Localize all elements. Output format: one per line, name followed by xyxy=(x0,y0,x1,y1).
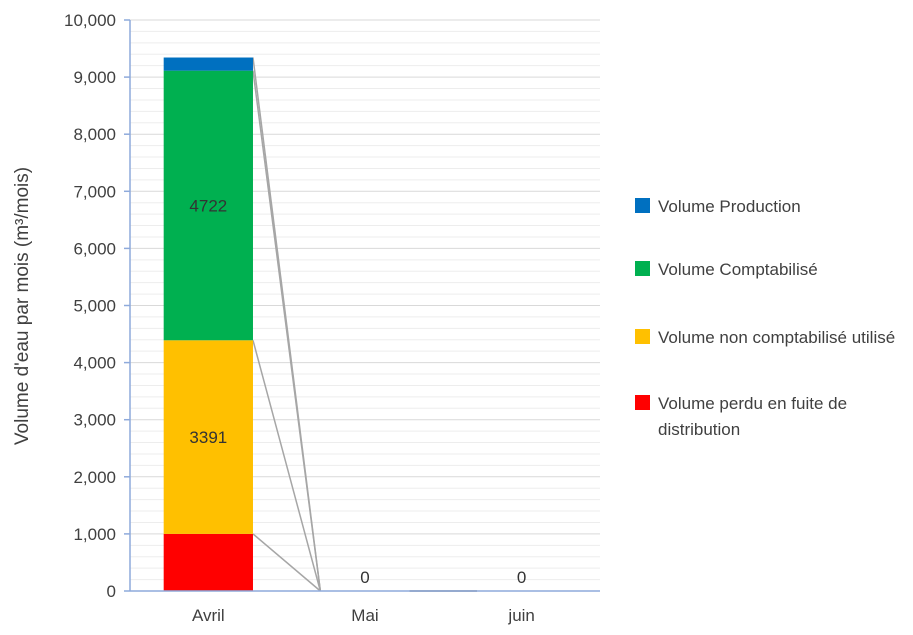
legend-swatch xyxy=(635,198,650,213)
y-tick-label: 5,000 xyxy=(73,297,116,316)
y-tick-label: 6,000 xyxy=(73,239,116,258)
data-label: 3391 xyxy=(189,428,227,447)
data-labels: 3391 4722 0 0 xyxy=(189,196,526,587)
legend-label: Volume perdu en fuite de distribution xyxy=(658,394,847,439)
data-label: 0 xyxy=(360,568,369,587)
y-tick-label: 8,000 xyxy=(73,125,116,144)
x-tick-labels: Avril Mai juin xyxy=(192,606,535,625)
x-tick-label: Avril xyxy=(192,606,225,625)
legend-swatch xyxy=(635,329,650,344)
bar-segment-volume-comptabilis- xyxy=(163,70,253,341)
bars xyxy=(163,57,253,591)
y-tick-label: 0 xyxy=(107,582,116,601)
y-axis-label: Volume d'eau par mois (m³/mois) xyxy=(12,167,33,445)
legend: Volume Production Volume Comptabilisé Volu… xyxy=(635,197,895,439)
series-line xyxy=(252,340,322,592)
series-line xyxy=(252,533,321,592)
y-tick-label: 9,000 xyxy=(73,68,116,87)
y-tick-label: 2,000 xyxy=(73,468,116,487)
y-tick-label: 10,000 xyxy=(64,11,116,30)
legend-swatch xyxy=(635,395,650,410)
series-line xyxy=(252,57,322,592)
y-tick-label: 4,000 xyxy=(73,354,116,373)
legend-swatch xyxy=(635,261,650,276)
legend-label: Volume Comptabilisé xyxy=(658,260,818,279)
bar-segment-volume-production xyxy=(163,57,253,71)
data-label: 0 xyxy=(517,568,526,587)
y-tick-label: 1,000 xyxy=(73,525,116,544)
x-tick-label: juin xyxy=(507,606,534,625)
bar-segment-volume-perdu-en-fuite-de-distribution xyxy=(163,533,253,591)
y-tick-labels: 0 1,000 2,000 3,000 4,000 5,000 6,000 7,000 8,00… xyxy=(64,11,116,601)
legend-label: Volume non comptabilisé utilisé xyxy=(658,328,895,347)
bar-segment-volume-non-comptabilis-utilis- xyxy=(163,340,253,534)
x-tick-label: Mai xyxy=(351,606,378,625)
legend-label: Volume Production xyxy=(658,197,801,216)
y-tick-label: 3,000 xyxy=(73,411,116,430)
data-label: 4722 xyxy=(189,196,227,215)
y-tick-label: 7,000 xyxy=(73,182,116,201)
axes xyxy=(124,19,600,592)
